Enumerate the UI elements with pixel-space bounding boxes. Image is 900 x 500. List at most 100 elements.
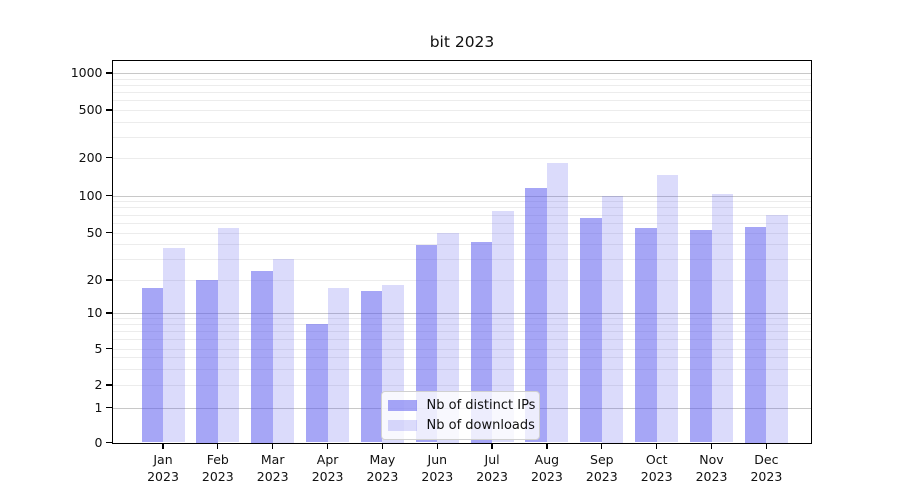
bar-downloads-jul [492,210,514,443]
y-tick [106,231,113,234]
y-tick-label: 500 [78,102,103,117]
bar-distinct-ips-feb [196,280,218,443]
x-tick-month: Oct [645,451,668,467]
x-tick [601,442,603,449]
gridline-minor [112,110,811,111]
x-tick-label-may: May 2023 [350,451,414,485]
gridline-major [112,73,811,74]
legend: Nb of distinct IPs Nb of downloads [380,390,540,440]
x-tick-month: Jul [484,451,500,467]
bar-distinct-ips-nov [690,230,712,443]
y-tick-label: 0 [94,434,103,450]
x-tick-label-jan: Jan 2023 [131,451,195,485]
x-tick-year: 2023 [530,468,563,484]
gridline-minor [112,259,811,260]
x-tick [272,442,274,449]
x-tick-month: Dec [754,451,779,467]
y-tick-label: 50 [86,224,103,240]
bar-distinct-ips-apr [306,324,328,443]
x-tick-label-oct: Oct 2023 [625,451,689,485]
chart-title: bit 2023 [429,33,495,51]
gridline-minor [112,78,811,80]
gridline-minor [112,100,811,102]
bar-distinct-ips-dec [744,226,767,443]
x-tick-year: 2023 [201,468,234,484]
x-tick-month: Apr [316,451,339,467]
x-tick-label-aug: Aug 2023 [515,451,579,485]
bar-distinct-ips-aug [525,187,547,443]
x-tick-year: 2023 [640,468,673,484]
x-tick-label-mar: Mar 2023 [241,451,305,485]
x-tick-year: 2023 [585,468,618,484]
y-tick-label: 1 [94,399,103,415]
x-tick-year: 2023 [147,468,179,484]
x-tick [710,442,713,449]
bar-downloads-jan [163,248,185,443]
y-tick [106,156,113,159]
gridline-minor [112,318,811,320]
bar-downloads-aug [546,163,569,443]
bar-downloads-oct [656,175,679,443]
legend-item-distinct-ips: Nb of distinct IPs [387,397,535,414]
y-tick [106,312,113,314]
gridline-minor [112,339,811,341]
gridline-minor [112,136,811,138]
bar-downloads-nov [711,193,733,443]
x-tick-label-dec: Dec 2023 [734,451,798,485]
x-tick-label-apr: Apr 2023 [296,451,360,485]
gridline-major [112,313,811,314]
x-tick-month: Mar [260,451,285,467]
gridline-minor [112,280,811,281]
x-tick-year: 2023 [476,468,508,484]
gridline-minor [112,331,811,333]
x-tick [381,442,384,449]
y-tick-label: 20 [86,272,103,287]
x-tick [491,442,493,449]
x-tick-month: Sep [590,451,614,467]
gridline-minor [112,368,811,370]
x-tick-label-nov: Nov 2023 [680,451,744,485]
y-tick [106,406,113,409]
bar-downloads-apr [327,287,350,443]
plot-area: 0 1 2 5 10 20 50 100 200 500 1000 Jan 2023 Feb 2023 Mar… [71,59,812,484]
bar-downloads-feb [217,228,240,443]
x-tick-label-jun: Jun 2023 [405,451,469,485]
gridline-minor [112,385,811,386]
y-tick-label: 5 [94,340,103,356]
y-tick-label: 1000 [70,65,103,80]
bar-distinct-ips-mar [251,270,273,443]
gridline-minor [112,357,811,359]
gridline-minor [112,324,811,326]
x-tick-year: 2023 [750,468,783,484]
gridline-minor [112,92,811,93]
x-tick-year: 2023 [421,468,454,484]
gridline-minor [112,207,811,209]
legend-label-downloads: Nb of downloads [426,417,535,433]
y-tick [106,194,113,197]
y-tick [106,109,113,111]
x-tick-label-sep: Sep 2023 [570,451,634,485]
legend-label-distinct-ips: Nb of distinct IPs [426,397,536,413]
x-tick-label-feb: Feb 2023 [186,451,250,485]
gridline-minor [112,232,811,234]
x-tick-month: May [369,451,396,467]
x-tick [436,442,438,449]
x-tick-month: Nov [699,451,724,467]
x-tick-year: 2023 [256,468,289,484]
x-tick-year: 2023 [366,468,399,484]
gridline-major [112,195,811,197]
y-tick [106,72,113,74]
x-tick-label-jul: Jul 2023 [460,451,524,485]
x-tick [546,442,548,449]
x-tick-month: Aug [534,451,560,467]
y-tick [106,384,113,386]
x-tick-month: Feb [206,451,229,467]
x-tick [765,442,767,449]
x-tick [217,442,219,449]
legend-swatch-distinct-ips [387,399,417,411]
legend-swatch-downloads [387,419,417,431]
x-tick-year: 2023 [311,468,344,484]
x-tick [656,442,658,449]
y-tick [106,279,113,281]
